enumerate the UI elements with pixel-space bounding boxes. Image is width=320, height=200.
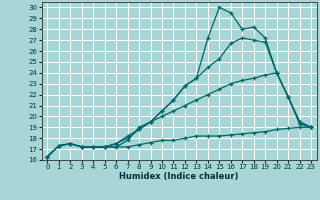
X-axis label: Humidex (Indice chaleur): Humidex (Indice chaleur) xyxy=(119,172,239,181)
